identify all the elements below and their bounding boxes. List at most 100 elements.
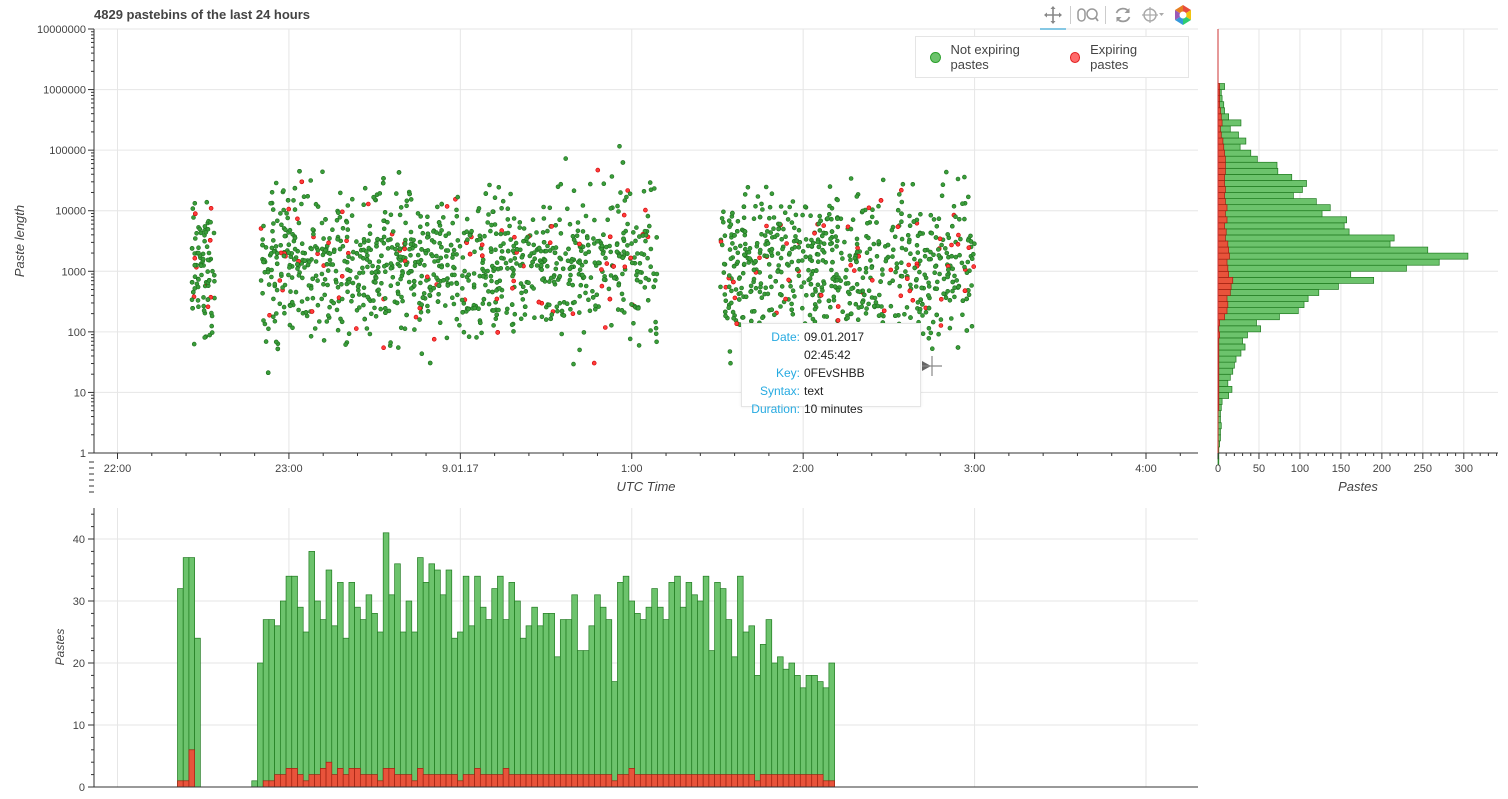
not-expiring-point (834, 238, 840, 244)
tooltip-key: Syntax: (759, 384, 800, 398)
not-expiring-point (279, 222, 284, 228)
not-expiring-point (511, 216, 517, 221)
not-expiring-point (952, 294, 957, 300)
not-expiring-point (899, 219, 904, 224)
not-expiring-point (889, 227, 895, 233)
not-expiring-point (727, 349, 733, 354)
not-expiring-point (511, 243, 517, 249)
not-expiring-point (270, 238, 276, 243)
not-expiring-point (910, 182, 916, 187)
not-expiring-point (395, 242, 400, 248)
not-expiring-point (334, 307, 340, 313)
not-expiring-point (443, 233, 449, 239)
not-expiring-point (375, 236, 380, 242)
not-expiring-point (203, 229, 209, 235)
hist-t-bar-expiring (491, 774, 498, 788)
not-expiring-point (621, 249, 627, 254)
bokeh-logo[interactable] (1168, 3, 1198, 27)
not-expiring-point (821, 281, 827, 286)
expiring-point (955, 242, 961, 247)
not-expiring-point (812, 286, 818, 292)
not-expiring-point (364, 326, 370, 331)
expiring-point (784, 241, 789, 246)
hist-v-bar-not-expiring (1217, 258, 1440, 266)
hist-v-bar-not-expiring (1217, 246, 1429, 254)
not-expiring-point (532, 256, 538, 262)
not-expiring-point (192, 201, 198, 206)
not-expiring-point (311, 231, 316, 237)
not-expiring-point (393, 191, 399, 196)
not-expiring-point (964, 296, 970, 302)
not-expiring-point (890, 247, 896, 253)
not-expiring-point (960, 298, 966, 304)
not-expiring-point (923, 309, 929, 315)
not-expiring-point (564, 301, 570, 307)
not-expiring-point (489, 222, 494, 228)
not-expiring-point (415, 259, 421, 265)
legend-item-not-expiring[interactable]: Not expiring pastes (930, 42, 1056, 72)
legend[interactable]: Not expiring pastes Expiring pastes (915, 36, 1189, 78)
not-expiring-point (826, 298, 832, 304)
not-expiring-point (547, 205, 553, 211)
legend-item-expiring[interactable]: Expiring pastes (1069, 42, 1174, 72)
tooltip-key: Duration: (751, 402, 800, 416)
hist-t-bar-not-expiring (748, 625, 755, 788)
hist-t-bar-expiring (502, 768, 510, 788)
not-expiring-point (420, 295, 426, 300)
main-y-tick-label: 10 (74, 387, 86, 399)
not-expiring-point (322, 277, 328, 282)
not-expiring-point (848, 176, 854, 181)
not-expiring-point (642, 285, 648, 290)
not-expiring-point (835, 216, 840, 221)
hist-t-bar-expiring (382, 768, 390, 788)
not-expiring-point (796, 273, 802, 279)
hover-tool[interactable] (1138, 3, 1168, 27)
not-expiring-point (863, 269, 869, 275)
not-expiring-point (324, 261, 330, 267)
not-expiring-point (477, 237, 483, 242)
not-expiring-point (796, 227, 802, 233)
not-expiring-point (282, 310, 287, 316)
length-histogram-x-label: Pastes (1338, 479, 1378, 494)
not-expiring-point (494, 312, 500, 318)
not-expiring-point (417, 239, 423, 245)
not-expiring-point (735, 250, 741, 256)
expiring-point (607, 296, 613, 302)
hist-v-bar-expiring (1217, 307, 1228, 315)
not-expiring-point (728, 300, 734, 306)
not-expiring-point (193, 236, 198, 241)
not-expiring-point (763, 184, 769, 190)
not-expiring-point (741, 215, 747, 221)
not-expiring-point (357, 242, 363, 248)
not-expiring-point (787, 204, 793, 210)
not-expiring-point (591, 241, 597, 246)
hist-t-bar-expiring (434, 774, 441, 788)
hist-t-bar-not-expiring (291, 575, 298, 788)
not-expiring-point (807, 254, 813, 260)
not-expiring-point (373, 275, 379, 281)
not-expiring-point (523, 289, 529, 294)
not-expiring-point (830, 276, 836, 282)
hist-t-bar-not-expiring (365, 594, 373, 788)
not-expiring-point (517, 263, 523, 268)
hist-t-bar-expiring (805, 774, 813, 788)
not-expiring-point (936, 216, 942, 221)
not-expiring-point (464, 216, 470, 222)
reset-tool[interactable] (1108, 3, 1138, 27)
hist-v-bar-not-expiring (1217, 210, 1323, 218)
not-expiring-point (920, 313, 925, 318)
not-expiring-point (366, 238, 371, 243)
not-expiring-point (945, 288, 951, 294)
not-expiring-point (419, 302, 425, 308)
not-expiring-point (751, 308, 757, 314)
not-expiring-point (880, 177, 886, 183)
hist-t-bar-expiring (582, 774, 590, 788)
not-expiring-point (333, 268, 339, 274)
hist-t-bar-expiring (451, 774, 458, 788)
hist-t-bar-not-expiring (497, 575, 504, 788)
wheel-zoom-tool[interactable] (1073, 3, 1103, 27)
not-expiring-point (366, 245, 372, 251)
hist-t-y-tick-label: 0 (79, 782, 85, 794)
not-expiring-point (354, 251, 360, 256)
hist-t-bar-not-expiring (811, 675, 818, 788)
